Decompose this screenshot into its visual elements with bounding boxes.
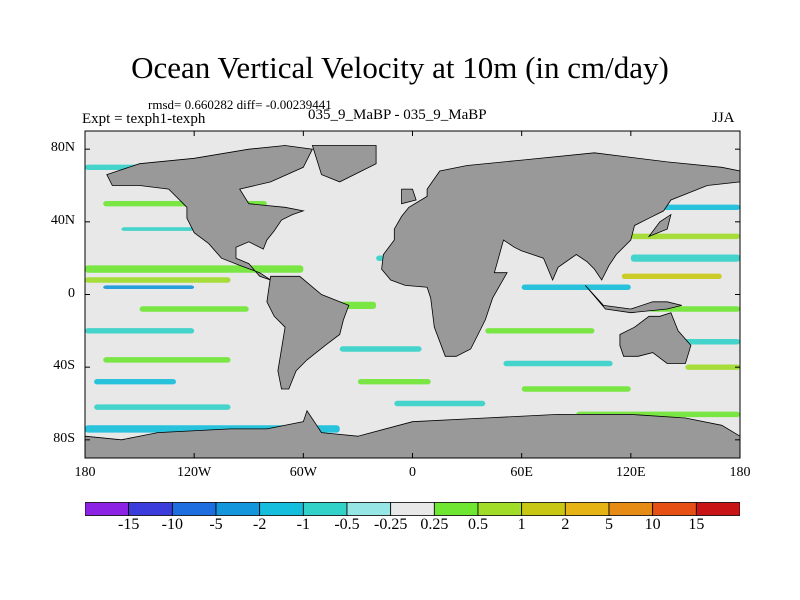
anomaly-band bbox=[357, 378, 431, 385]
anomaly-band bbox=[630, 233, 740, 240]
colorbar-label: 0.5 bbox=[468, 516, 488, 533]
colorbar-swatch bbox=[521, 502, 566, 516]
map-title: Ocean Vertical Velocity at 10m (in cm/da… bbox=[131, 50, 669, 85]
anomaly-band bbox=[394, 400, 486, 407]
lon-label: 0 bbox=[409, 465, 416, 480]
colorbar-label: 15 bbox=[688, 516, 705, 533]
anomaly-band bbox=[85, 277, 231, 283]
anomaly-band bbox=[94, 378, 176, 385]
anomaly-band bbox=[139, 306, 249, 312]
colorbar-swatch bbox=[128, 502, 173, 516]
colorbar-swatch bbox=[171, 502, 217, 516]
anomaly-band bbox=[103, 357, 231, 363]
anomaly-band bbox=[630, 254, 740, 262]
lat-label: 0 bbox=[68, 285, 75, 301]
anomaly-band bbox=[521, 386, 631, 392]
lon-label: 120E bbox=[616, 465, 646, 480]
colorbar-swatch bbox=[215, 502, 261, 516]
colorbar-label: 1 bbox=[517, 516, 526, 533]
anomaly-band bbox=[94, 404, 231, 410]
anomaly-band bbox=[621, 273, 722, 280]
colorbar-label: -0.25 bbox=[373, 516, 408, 533]
land-mass bbox=[584, 285, 682, 314]
anomaly-band bbox=[121, 227, 195, 231]
season-label: JJA bbox=[712, 110, 735, 126]
colorbar-swatch bbox=[477, 502, 523, 516]
lon-label: 180 bbox=[74, 465, 96, 480]
anomaly-band bbox=[485, 328, 595, 334]
colorbar-label: -5 bbox=[209, 516, 223, 533]
anomaly-band bbox=[521, 284, 631, 290]
colorbar-label: -1 bbox=[296, 516, 310, 533]
land-mass bbox=[106, 145, 314, 281]
colorbar-swatch bbox=[608, 502, 654, 516]
experiment-label: Expt = texph1-texph bbox=[82, 111, 206, 127]
colorbar-swatch bbox=[259, 502, 304, 516]
colorbar-swatch bbox=[433, 502, 479, 516]
anomaly-band bbox=[103, 285, 195, 290]
lat-label: 40S bbox=[53, 358, 75, 374]
colorbar bbox=[85, 502, 740, 516]
land-mass bbox=[647, 213, 672, 238]
stats-label: rmsd= 0.660282 diff= -0.00239441 bbox=[148, 97, 332, 112]
colorbar-label: 10 bbox=[644, 516, 661, 533]
land-mass bbox=[266, 275, 350, 390]
lon-label: 120W bbox=[177, 465, 212, 480]
colorbar-label: 2 bbox=[561, 516, 570, 533]
lat-label: 40N bbox=[50, 212, 75, 228]
colorbar-label: 0.25 bbox=[420, 516, 449, 533]
colorbar-swatch bbox=[652, 502, 697, 516]
colorbar-label: -0.5 bbox=[334, 516, 360, 533]
colorbar-swatch bbox=[695, 502, 740, 516]
colorbar-swatch bbox=[85, 502, 130, 516]
anomaly-band bbox=[85, 265, 304, 273]
lat-label: 80N bbox=[50, 140, 75, 156]
anomaly-band bbox=[85, 328, 195, 334]
anomaly-band bbox=[649, 204, 740, 211]
lon-label: 60E bbox=[510, 465, 533, 480]
map-plot-area bbox=[84, 131, 741, 459]
axis-ticks bbox=[84, 131, 741, 458]
anomaly-band bbox=[685, 364, 740, 370]
lon-label: 180 bbox=[729, 465, 751, 480]
colorbar-label: -2 bbox=[252, 516, 267, 533]
land-mass bbox=[619, 312, 692, 364]
colorbar-label: 5 bbox=[605, 516, 613, 533]
colorbar-swatch bbox=[390, 502, 435, 516]
colorbar-swatch bbox=[302, 502, 348, 516]
anomaly-band bbox=[339, 346, 422, 352]
case-label: 035_9_MaBP - 035_9_MaBP bbox=[308, 107, 487, 123]
colorbar-swatch bbox=[564, 502, 610, 516]
land-mass bbox=[401, 188, 417, 205]
colorbar-swatch bbox=[346, 502, 392, 516]
lat-label: 80S bbox=[53, 430, 75, 446]
land-mass bbox=[311, 145, 377, 183]
land-mass bbox=[381, 152, 741, 357]
lon-label: 60W bbox=[289, 465, 317, 480]
colorbar-label: -10 bbox=[161, 516, 183, 533]
anomaly-band bbox=[503, 360, 613, 367]
colorbar-label: -15 bbox=[117, 516, 140, 533]
